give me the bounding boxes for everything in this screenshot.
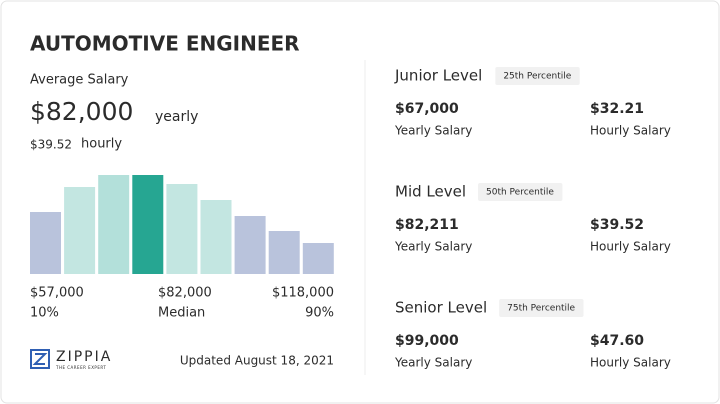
level-name: Senior Level [395,299,487,317]
range-low-pct: 10% [30,306,59,321]
title: AUTOMOTIVE ENGINEER [30,32,300,56]
levels: Junior Level 25th Percentile $67,000 Yearly… [394,67,671,370]
histogram-bar [30,212,61,274]
brand-name: ZIPPIA [56,349,112,365]
level-yearly: $67,000 [395,101,459,117]
yearly-unit: yearly [155,109,198,125]
hourly-unit: hourly [81,137,122,152]
level-hourly: $47.60 [590,333,644,349]
average-yearly: $82,000 [30,97,133,126]
histogram-bar [234,216,266,274]
histogram-bar [200,200,232,274]
yearly-label: Yearly Salary [394,124,472,138]
histogram [30,175,334,274]
hourly-label: Hourly Salary [590,240,671,254]
percentile-badge [495,67,580,85]
logo-z [32,353,48,365]
percentile: 25th Percentile [503,72,571,82]
range-median: $82,000 [158,286,212,301]
percentile: 50th Percentile [486,188,554,198]
percentile-badge [478,183,563,201]
histogram-bar [132,175,164,274]
yearly-label: Yearly Salary [394,356,472,370]
logo-icon [30,349,50,369]
histogram-bar [268,231,300,274]
hourly-label: Hourly Salary [590,124,671,138]
range-high: $118,000 [272,286,334,301]
updated: Updated August 18, 2021 [180,354,334,368]
average-label: Average Salary [30,73,129,88]
yearly-label: Yearly Salary [394,240,472,254]
median-label: Median [158,306,205,321]
histogram-bar [166,184,198,274]
logo: ZIPPIA THE CAREER EXPERT [30,349,112,370]
histogram-bar [302,243,334,274]
level-yearly: $99,000 [395,333,459,349]
level-name: Mid Level [395,183,466,201]
histogram-bar [98,175,130,274]
level-hourly: $32.21 [590,101,644,117]
percentile-badge [499,299,584,317]
average-hourly: $39.52 [30,138,72,152]
hourly-label: Hourly Salary [590,356,671,370]
level-name: Junior Level [394,67,482,85]
level-yearly: $82,211 [395,217,459,233]
histogram-bar [64,187,96,274]
range-high-pct: 90% [305,306,334,321]
percentile: 75th Percentile [507,304,575,314]
range-low: $57,000 [30,286,84,301]
brand-tagline: THE CAREER EXPERT [55,365,106,370]
level-hourly: $39.52 [590,217,644,233]
